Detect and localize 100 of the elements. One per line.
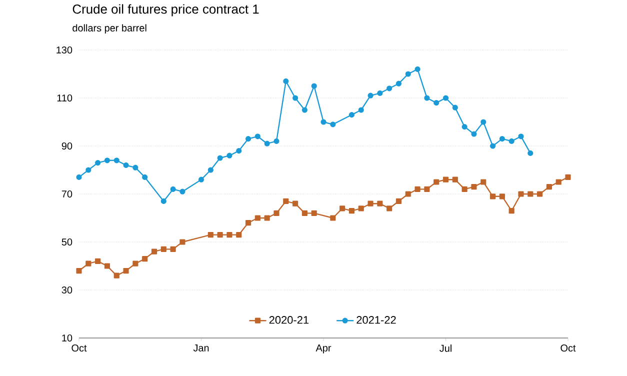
point — [490, 194, 496, 200]
point — [358, 107, 364, 113]
point — [170, 186, 176, 192]
point — [442, 176, 449, 182]
point — [170, 246, 176, 252]
point — [330, 215, 336, 221]
point — [292, 200, 298, 206]
point — [302, 210, 308, 216]
point — [114, 272, 120, 278]
point — [236, 148, 242, 154]
point — [480, 119, 486, 125]
y-tick-label: 70 — [62, 190, 72, 198]
point — [292, 95, 298, 101]
point — [518, 134, 524, 140]
chart-title: Crude oil futures price contract 1 — [72, 4, 259, 16]
y-tick-label: 10 — [62, 334, 72, 342]
y-tick-label: 30 — [62, 286, 72, 294]
point — [226, 152, 232, 158]
x-tick-label: Apr — [316, 344, 332, 354]
point — [180, 239, 186, 245]
point — [565, 174, 571, 180]
point — [452, 176, 458, 182]
point — [311, 210, 317, 216]
point — [348, 112, 355, 118]
point — [236, 232, 242, 238]
point — [434, 100, 440, 106]
y-tick-label: 90 — [62, 142, 72, 150]
point — [452, 104, 458, 110]
point — [217, 155, 223, 161]
point — [330, 122, 336, 128]
point — [208, 232, 214, 238]
point — [442, 95, 449, 101]
point — [348, 208, 355, 214]
point — [264, 215, 270, 221]
point — [104, 158, 110, 164]
point — [283, 198, 289, 204]
point — [302, 107, 308, 113]
point — [414, 186, 420, 192]
point — [424, 186, 430, 192]
point — [340, 206, 346, 212]
point — [528, 150, 534, 156]
point — [405, 71, 411, 77]
point — [283, 78, 289, 84]
point — [95, 258, 101, 264]
point — [386, 206, 392, 212]
point — [424, 95, 430, 101]
point — [311, 83, 317, 89]
y-tick-label: 130 — [56, 46, 72, 54]
legend-label: 2020-21 — [269, 316, 309, 324]
point — [254, 215, 260, 221]
point — [160, 198, 166, 204]
point — [123, 268, 129, 274]
point — [86, 167, 92, 173]
point — [499, 194, 505, 200]
point — [414, 66, 420, 72]
point — [462, 186, 468, 192]
point — [499, 136, 505, 142]
point — [245, 136, 252, 142]
point — [377, 200, 383, 206]
point — [264, 140, 270, 146]
point — [358, 206, 364, 212]
x-tick-label: Jan — [193, 344, 209, 352]
point — [528, 191, 534, 197]
point — [537, 191, 543, 197]
point — [396, 80, 402, 86]
point — [480, 179, 486, 185]
point — [471, 184, 477, 190]
point — [104, 263, 110, 269]
legend-label: 2021-22 — [356, 316, 396, 324]
point — [508, 208, 514, 214]
point — [226, 232, 232, 238]
point — [368, 200, 374, 206]
x-tick-label: Oct — [560, 344, 576, 352]
point — [556, 179, 562, 185]
point — [471, 131, 477, 137]
point — [86, 260, 92, 266]
point — [405, 191, 411, 197]
point — [142, 174, 148, 180]
point — [254, 134, 260, 140]
point — [217, 232, 223, 238]
point — [462, 124, 468, 130]
point — [151, 248, 158, 254]
point — [320, 119, 326, 125]
point — [95, 160, 101, 166]
x-tick-label: Jul — [440, 344, 452, 352]
y-tick-label: 50 — [62, 238, 72, 246]
point — [198, 176, 204, 182]
point — [434, 179, 440, 185]
point — [546, 184, 552, 190]
point — [386, 86, 392, 92]
point — [123, 162, 129, 168]
point — [132, 260, 138, 266]
point — [180, 188, 186, 194]
point — [114, 158, 120, 164]
point — [508, 138, 514, 144]
point — [132, 164, 138, 170]
y-tick-label: 110 — [57, 94, 72, 102]
point — [274, 138, 280, 144]
point — [76, 174, 82, 180]
y-axis-title: dollars per barrel — [72, 24, 146, 34]
